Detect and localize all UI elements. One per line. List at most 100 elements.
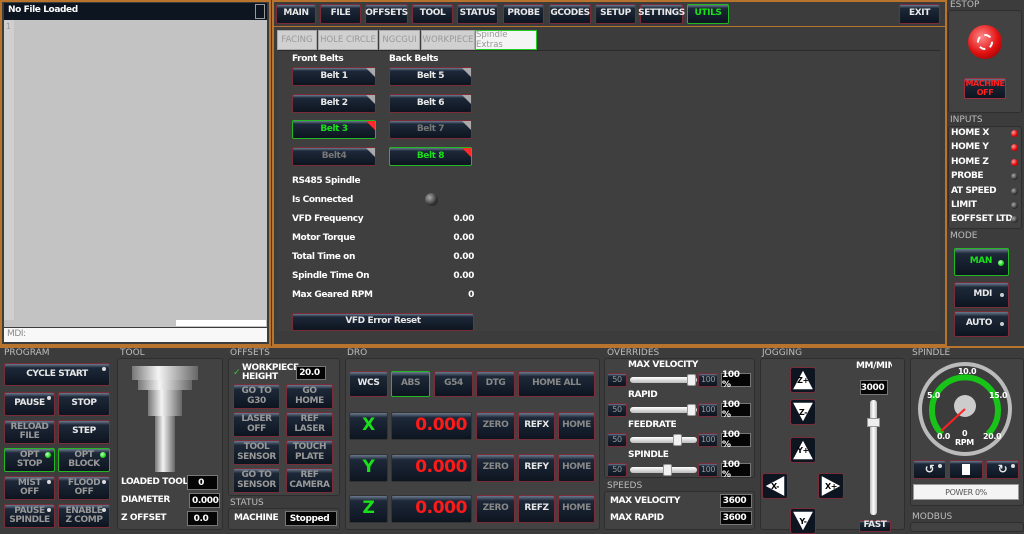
jog-x-minusplus-button[interactable]: X+: [818, 473, 844, 499]
mode-man-button[interactable]: MAN: [954, 248, 1009, 276]
rapid-min-button[interactable]: 50: [607, 403, 627, 417]
jog-z-minus-button[interactable]: Z-: [790, 399, 816, 425]
subtab-workpiece[interactable]: WORKPIECE: [421, 30, 475, 50]
mode-auto-button[interactable]: AUTO: [954, 311, 1009, 337]
subtab-facing[interactable]: FACING: [277, 30, 317, 50]
tab-tool[interactable]: TOOL: [412, 4, 453, 24]
dro-wcs-button[interactable]: WCS: [349, 371, 388, 397]
jog-z-minusplus-button[interactable]: Z+: [790, 367, 816, 393]
dro-abs-button[interactable]: ABS: [391, 371, 430, 397]
estop-button[interactable]: [968, 25, 1002, 59]
dro-dtg-button[interactable]: DTG: [476, 371, 515, 397]
tab-status[interactable]: STATUS: [457, 4, 498, 24]
slider-handle[interactable]: [687, 374, 696, 386]
home-x-button[interactable]: HOME: [558, 412, 595, 440]
tab-gcodes[interactable]: GCODES: [549, 4, 591, 24]
flood-off-button[interactable]: FLOOD OFF: [58, 476, 110, 500]
reload-file-button[interactable]: RELOAD FILE: [4, 420, 55, 444]
belt-button[interactable]: Belt4: [292, 147, 376, 166]
feedrate-override-label: FEEDRATE: [628, 420, 677, 430]
ref-y-button[interactable]: REFY: [518, 454, 555, 482]
cycle-start-button[interactable]: CYCLE START: [4, 363, 110, 386]
go-to-sensor-button[interactable]: GO TO SENSOR: [233, 468, 280, 493]
stop-button[interactable]: STOP: [58, 392, 110, 416]
tab-setup[interactable]: SETUP: [595, 4, 636, 24]
machine-off-button[interactable]: MACHINE OFF: [964, 78, 1006, 99]
belt-button[interactable]: Belt 3: [292, 120, 376, 139]
rapid-override-slider[interactable]: [630, 404, 697, 416]
pause-button[interactable]: PAUSE: [4, 392, 55, 416]
tab-offsets[interactable]: OFFSETS: [365, 4, 408, 24]
go-to-g30-button[interactable]: GO TO G30: [233, 384, 280, 409]
subtab-hole-circle[interactable]: HOLE CIRCLE: [318, 30, 378, 50]
belt-button[interactable]: Belt 5: [389, 67, 472, 86]
step-button[interactable]: STEP: [58, 420, 110, 444]
ref-z-button[interactable]: REFZ: [518, 495, 555, 523]
ref-x-button[interactable]: REFX: [518, 412, 555, 440]
touch-plate-button[interactable]: TOUCH PLATE: [286, 440, 333, 465]
home-y-button[interactable]: HOME: [558, 454, 595, 482]
belt-button[interactable]: Belt 8: [389, 147, 472, 166]
jog-rate-slider-handle[interactable]: [867, 418, 880, 427]
mist-off-button[interactable]: MIST OFF: [4, 476, 55, 500]
tab-settings[interactable]: SETTINGS: [638, 4, 685, 24]
rapid-max-button[interactable]: 100: [698, 403, 718, 417]
home-z-button[interactable]: HOME: [558, 495, 595, 523]
feedrate-override-slider[interactable]: [630, 434, 697, 446]
belt-button[interactable]: Belt 2: [292, 94, 376, 113]
belt-button[interactable]: Belt 7: [389, 120, 472, 139]
modbus-title: MODBUS: [912, 512, 953, 522]
pause-spindle-button[interactable]: PAUSE SPINDLE: [4, 504, 55, 528]
subtab-ngcgui[interactable]: NGCGUI: [379, 30, 420, 50]
slider-handle[interactable]: [687, 404, 696, 416]
workpiece-checkbox[interactable]: ✓: [233, 368, 241, 378]
max-velocity-override-slider[interactable]: [630, 374, 697, 386]
zero-x-button[interactable]: ZERO: [476, 412, 515, 440]
opt-stop-button[interactable]: OPT STOP: [4, 448, 55, 472]
vfd-error-reset-button[interactable]: VFD Error Reset: [292, 313, 474, 331]
ref-camera-button[interactable]: REF CAMERA: [286, 468, 333, 493]
jog-rate-slider[interactable]: [870, 400, 877, 515]
max-velocity-max-button[interactable]: 100: [698, 373, 718, 387]
belt-button[interactable]: Belt 1: [292, 67, 376, 86]
spindle-cw-button[interactable]: ↻: [986, 460, 1019, 479]
horizontal-scrollbar[interactable]: [176, 320, 266, 326]
gcode-editor[interactable]: [4, 20, 267, 327]
tool-sensor-button[interactable]: TOOL SENSOR: [233, 440, 280, 465]
tab-utils[interactable]: UTILS: [687, 4, 729, 24]
tab-probe[interactable]: PROBE: [503, 4, 544, 24]
max-velocity-min-button[interactable]: 50: [607, 373, 627, 387]
opt-block-button[interactable]: OPT BLOCK: [58, 448, 110, 472]
enable-z-comp-button[interactable]: ENABLE Z COMP: [58, 504, 110, 528]
zero-y-button[interactable]: ZERO: [476, 454, 515, 482]
workpiece-height-input[interactable]: 20.0: [296, 366, 326, 380]
spindle-ccw-button[interactable]: ↺: [913, 460, 946, 479]
belt-button[interactable]: Belt 6: [389, 94, 472, 113]
zero-z-button[interactable]: ZERO: [476, 495, 515, 523]
fast-button[interactable]: FAST: [859, 520, 891, 532]
spindle-stop-button[interactable]: [949, 460, 983, 479]
jog-y-minus-button[interactable]: Y-: [790, 508, 816, 534]
ref-laser-button[interactable]: REF LASER: [286, 412, 333, 437]
slider-handle[interactable]: [663, 464, 673, 476]
jog-y-minusplus-button[interactable]: Y+: [790, 437, 816, 463]
slider-handle[interactable]: [673, 434, 683, 446]
laser-off-button[interactable]: LASER OFF: [233, 412, 280, 437]
tab-main[interactable]: MAIN: [276, 4, 316, 24]
dro-g54-button[interactable]: G54: [434, 371, 473, 397]
dro-home-all-button[interactable]: HOME ALL: [518, 371, 595, 397]
mode-mdi-button[interactable]: MDI: [954, 282, 1009, 308]
feedrate-min-button[interactable]: 50: [607, 433, 627, 447]
spindle-override-slider[interactable]: [630, 464, 697, 476]
go-home-button[interactable]: GO HOME: [286, 384, 333, 409]
tab-file[interactable]: FILE: [320, 4, 361, 24]
spindle-max-button[interactable]: 100: [698, 463, 718, 477]
spindle-min-button[interactable]: 50: [607, 463, 627, 477]
exit-button[interactable]: EXIT: [899, 4, 940, 24]
feedrate-max-button[interactable]: 100: [698, 433, 718, 447]
gauge-tick-10: 10.0: [958, 367, 977, 376]
file-menu-button[interactable]: [255, 4, 265, 19]
mdi-input[interactable]: MDI:: [4, 328, 267, 342]
subtab-spindle-extras[interactable]: Spindle Extras: [475, 30, 537, 50]
jog-x-minus-button[interactable]: X-: [762, 473, 788, 499]
